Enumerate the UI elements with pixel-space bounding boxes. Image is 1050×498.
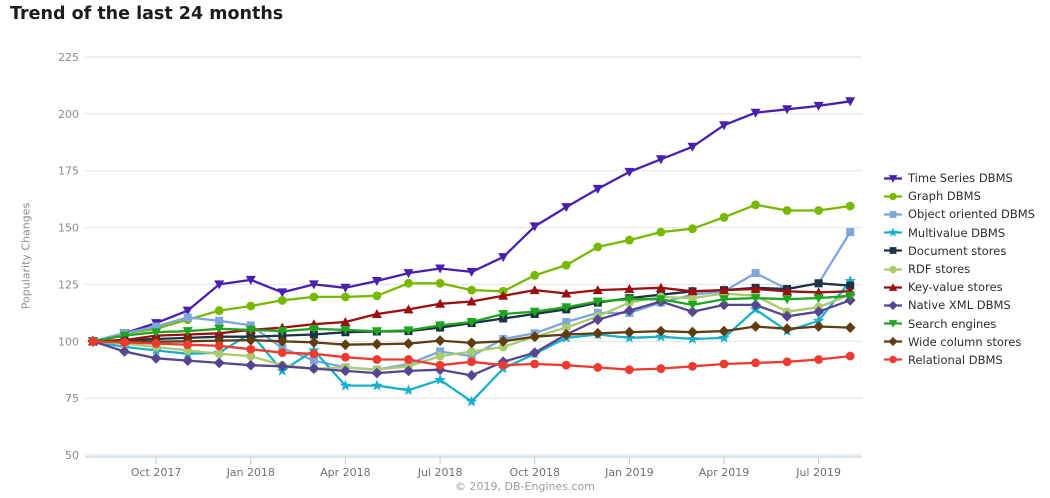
legend-label: Object oriented DBMS [908, 207, 1035, 222]
legend-label: Document stores [908, 243, 1007, 258]
legend-item-key-value-stores[interactable]: Key-value stores [883, 278, 1035, 296]
svg-text:75: 75 [65, 392, 79, 405]
document-stores-marker-icon [884, 247, 902, 255]
search-engines-marker-icon [884, 320, 902, 328]
svg-text:Jan 2019: Jan 2019 [604, 466, 653, 479]
graph-dbms-marker-icon [884, 192, 902, 200]
svg-text:Jul 2018: Jul 2018 [417, 466, 463, 479]
legend-label: Relational DBMS [908, 352, 1003, 367]
svg-text:100: 100 [58, 335, 79, 348]
x-axis: Oct 2017 Jan 2018 Apr 2018 Jul 2018 Oct 2018… [85, 456, 862, 479]
svg-text:50: 50 [65, 449, 79, 462]
legend-item-search-engines[interactable]: Search engines [883, 315, 1035, 333]
legend-item-multivalue-dbms[interactable]: Multivalue DBMS [883, 224, 1035, 242]
chart-title: Trend of the last 24 months [10, 4, 284, 24]
legend-item-native-xml-dbms[interactable]: Native XML DBMS [883, 296, 1035, 314]
legend-item-time-series-dbms[interactable]: Time Series DBMS [883, 169, 1035, 187]
native-xml-dbms-marker-icon [884, 300, 902, 311]
legend-label: Wide column stores [908, 334, 1022, 349]
svg-text:Oct 2017: Oct 2017 [131, 466, 182, 479]
svg-text:Apr 2019: Apr 2019 [699, 466, 750, 479]
svg-text:200: 200 [58, 108, 79, 121]
legend-item-rdf-stores[interactable]: RDF stores [883, 260, 1035, 278]
object-oriented-dbms-marker-icon [884, 211, 902, 218]
series-search-engines [88, 291, 856, 347]
svg-text:Jan 2018: Jan 2018 [226, 466, 275, 479]
legend-label: RDF stores [908, 262, 971, 277]
rdf-stores-marker-icon [884, 265, 902, 273]
legend-item-object-oriented-dbms[interactable]: Object oriented DBMS [883, 205, 1035, 223]
chart-footer: © 2019, DB-Engines.com [0, 480, 1050, 493]
series-relational-dbms [88, 336, 855, 375]
legend-item-wide-column-stores[interactable]: Wide column stores [883, 333, 1035, 351]
svg-text:Jul 2019: Jul 2019 [795, 466, 841, 479]
svg-text:150: 150 [58, 222, 79, 235]
svg-text:Apr 2018: Apr 2018 [320, 466, 371, 479]
svg-text:Oct 2018: Oct 2018 [509, 466, 560, 479]
time-series-dbms-marker-icon [884, 174, 902, 183]
legend-item-relational-dbms[interactable]: Relational DBMS [883, 351, 1035, 369]
gridlines-and-y-ticks: 225 200 175 150 125 100 75 50 [58, 51, 862, 462]
svg-text:125: 125 [58, 278, 79, 291]
key-value-stores-marker-icon [884, 283, 902, 291]
copyright-link[interactable]: © 2019, DB-Engines.com [455, 480, 595, 493]
svg-text:175: 175 [58, 165, 79, 178]
chart-legend: Time Series DBMS Graph DBMS Object oriente… [883, 169, 1035, 369]
multivalue-dbms-marker-icon [884, 227, 902, 237]
legend-label: Search engines [908, 316, 997, 331]
svg-text:225: 225 [58, 51, 79, 64]
legend-label: Multivalue DBMS [908, 225, 1006, 240]
legend-item-graph-dbms[interactable]: Graph DBMS [883, 187, 1035, 205]
legend-item-document-stores[interactable]: Document stores [883, 242, 1035, 260]
wide-column-stores-marker-icon [884, 337, 902, 347]
legend-label: Time Series DBMS [908, 171, 1013, 186]
series-wide-column-stores [87, 321, 856, 351]
relational-dbms-marker-icon [884, 356, 902, 364]
legend-label: Native XML DBMS [908, 298, 1011, 313]
legend-label: Graph DBMS [908, 189, 981, 204]
series-time-series-dbms [88, 97, 856, 347]
legend-label: Key-value stores [908, 280, 1003, 295]
